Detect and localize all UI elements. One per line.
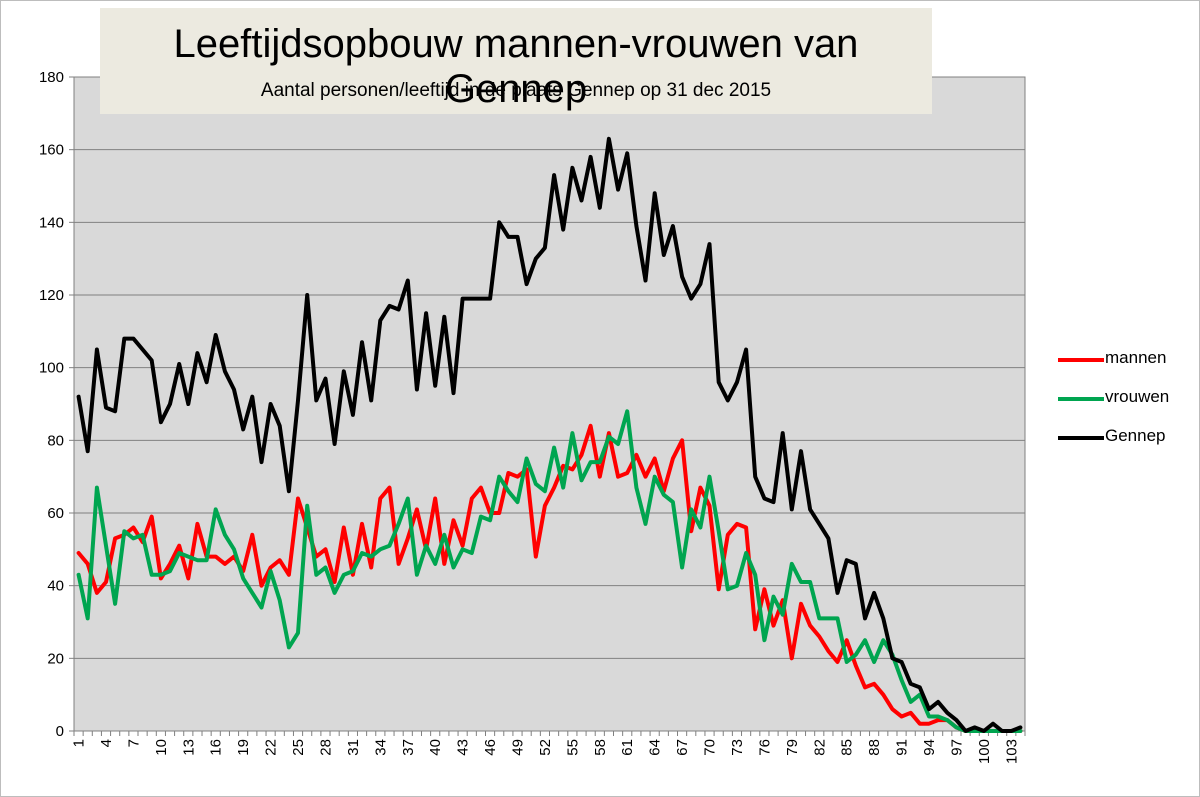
x-tick-label-73: 73 [729, 739, 746, 756]
x-tick-label-43: 43 [455, 739, 472, 756]
x-tick-label-67: 67 [674, 739, 691, 756]
x-tick-label-7: 7 [125, 739, 142, 747]
legend-label-gennep: Gennep [1105, 426, 1166, 445]
chart-title: Leeftijdsopbouw mannen-vrouwen van Genne… [173, 22, 859, 111]
x-tick-label-88: 88 [866, 739, 883, 756]
x-tick-label-34: 34 [372, 739, 389, 756]
series-line-vrouwen [76, 409, 1023, 733]
title-box: Leeftijdsopbouw mannen-vrouwen van Genne… [100, 8, 932, 114]
x-tick-label-10: 10 [153, 739, 170, 756]
x-tick-label-61: 61 [619, 739, 636, 756]
y-tick-label-20: 20 [47, 650, 64, 667]
plot-area [73, 76, 1026, 732]
y-tick-label-120: 120 [39, 287, 64, 304]
legend-swatch-gennep [1058, 436, 1104, 440]
x-tick-label-40: 40 [427, 739, 444, 756]
y-tick-label-80: 80 [47, 432, 64, 449]
legend-swatch-mannen [1058, 358, 1104, 362]
y-tick-label-140: 140 [39, 214, 64, 231]
x-tick-label-46: 46 [482, 739, 499, 756]
x-tick-label-16: 16 [208, 739, 225, 756]
y-tick-label-100: 100 [39, 360, 64, 377]
legend-item-gennep: Gennep [1058, 426, 1198, 448]
y-tick-label-160: 160 [39, 142, 64, 159]
legend-item-mannen: mannen [1058, 348, 1198, 370]
x-tick-label-49: 49 [509, 739, 526, 756]
y-tick-label-40: 40 [47, 578, 64, 595]
x-tick-label-94: 94 [921, 739, 938, 756]
legend-label-mannen: mannen [1105, 348, 1167, 367]
x-tick-label-79: 79 [784, 739, 801, 756]
x-tick-label-91: 91 [894, 739, 911, 756]
legend-swatch-vrouwen [1058, 397, 1104, 401]
x-tick-label-97: 97 [948, 739, 965, 756]
y-tick-label-0: 0 [56, 723, 64, 740]
x-tick-label-19: 19 [235, 739, 252, 756]
x-tick-label-100: 100 [976, 739, 993, 764]
x-tick-label-85: 85 [839, 739, 856, 756]
x-axis: 1 4 7 10 13 16 19 22 25 28 31 34 37 40 43 46 49 52 55 58 61 6… [71, 730, 1026, 764]
x-tick-label-1: 1 [71, 739, 88, 747]
x-tick-label-13: 13 [180, 739, 197, 756]
x-tick-label-25: 25 [290, 739, 307, 756]
x-tick-label-31: 31 [345, 739, 362, 756]
chart-subtitle: Aantal personen/leeftijd in de plaats Ge… [260, 80, 772, 101]
y-tick-label-60: 60 [47, 505, 64, 522]
x-tick-label-103: 103 [1003, 739, 1020, 764]
x-tick-label-58: 58 [592, 739, 609, 756]
x-tick-label-76: 76 [756, 739, 773, 756]
x-tick-label-55: 55 [564, 739, 581, 756]
x-tick-label-4: 4 [98, 739, 115, 747]
x-tick-label-37: 37 [400, 739, 417, 756]
legend-item-vrouwen: vrouwen [1058, 387, 1198, 409]
x-tick-label-82: 82 [811, 739, 828, 756]
x-tick-label-28: 28 [317, 739, 334, 756]
series-line-gennep [76, 136, 1023, 733]
x-tick-label-22: 22 [263, 739, 280, 756]
x-tick-label-70: 70 [702, 739, 719, 756]
legend-label-vrouwen: vrouwen [1105, 387, 1170, 406]
x-tick-label-64: 64 [647, 739, 664, 756]
y-tick-label-180: 180 [39, 69, 64, 86]
y-axis: 0 20 40 60 80 100 120 140 160 180 [39, 69, 74, 740]
series-lines [76, 136, 1023, 733]
x-tick-label-52: 52 [537, 739, 554, 756]
